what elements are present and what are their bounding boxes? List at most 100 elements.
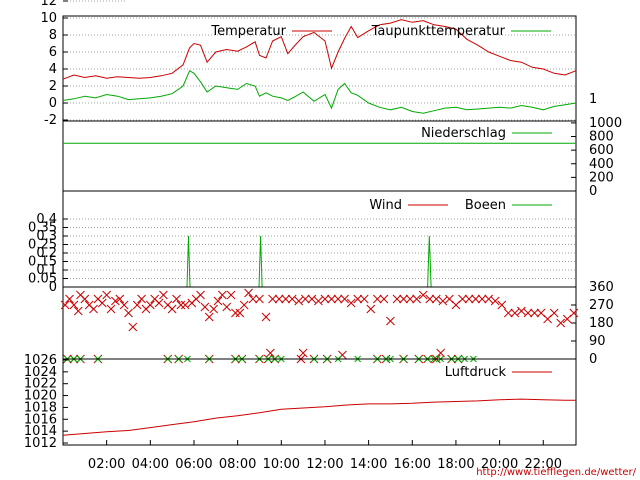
direction-marker xyxy=(213,296,223,306)
direction-marker xyxy=(281,294,291,304)
x-tick-label: 12:00 xyxy=(306,457,343,472)
direction-marker xyxy=(111,296,120,306)
direction-marker xyxy=(366,304,376,314)
direction-marker xyxy=(73,306,83,316)
direction-marker xyxy=(359,294,369,304)
direction-marker xyxy=(392,294,402,304)
y-tick-label: 0 xyxy=(589,184,597,199)
direction-marker xyxy=(320,294,330,304)
direction-marker xyxy=(244,288,253,298)
direction-marker xyxy=(154,298,164,308)
y-tick-label: 800 xyxy=(589,130,614,145)
direction-marker xyxy=(294,296,304,306)
y-tick-label: 0 xyxy=(49,280,57,295)
direction-marker xyxy=(300,294,310,304)
direction-marker xyxy=(222,302,232,312)
legend-label: Wind xyxy=(369,198,402,213)
direction-marker xyxy=(298,348,308,358)
y-tick-label: 0.4 xyxy=(36,212,57,227)
y-tick-label: 4 xyxy=(49,62,57,77)
direction-marker xyxy=(438,296,448,306)
direction-marker xyxy=(80,294,90,304)
y-tick-label: 0.35 xyxy=(28,221,57,236)
direction-marker xyxy=(314,296,323,306)
direction-marker xyxy=(431,294,441,304)
direction-marker xyxy=(517,306,526,316)
y-tick-label: 1014 xyxy=(24,424,57,439)
y-tick-label: 1022 xyxy=(24,377,57,392)
pressure-panel xyxy=(62,358,577,446)
y-tick-label: 0.3 xyxy=(36,229,57,244)
direction-marker xyxy=(84,300,94,310)
direction-marker xyxy=(353,294,363,304)
y-tick-label: 180 xyxy=(589,316,614,331)
y-tick-label: 600 xyxy=(589,143,614,158)
direction-marker xyxy=(346,298,356,308)
direction-marker xyxy=(172,294,181,304)
direction-marker xyxy=(137,294,146,304)
direction-marker xyxy=(235,308,245,318)
legend-label: Taupunkttemperatur xyxy=(371,24,506,39)
temperature-line xyxy=(62,19,577,80)
x-tick-label: 08:00 xyxy=(219,457,256,472)
direction-marker xyxy=(307,294,317,304)
y-tick-label: 10 xyxy=(40,11,57,26)
direction-marker xyxy=(60,300,70,310)
dewpoint-line xyxy=(62,69,577,114)
direction-marker xyxy=(159,290,168,300)
direction-marker xyxy=(124,308,133,318)
x-tick-label: 18:00 xyxy=(437,457,474,472)
direction-marker xyxy=(274,294,284,304)
direction-marker xyxy=(333,294,343,304)
direction-marker xyxy=(106,304,116,314)
direction-marker xyxy=(255,294,264,304)
direction-marker xyxy=(458,294,467,304)
direction-marker xyxy=(266,348,275,358)
y-tick-label: 400 xyxy=(589,157,614,172)
y-tick-label: 1000 xyxy=(589,116,622,131)
direction-marker xyxy=(405,294,415,304)
direction-marker xyxy=(261,312,271,322)
x-tick-label: 22:00 xyxy=(525,457,562,472)
pressure-line xyxy=(62,398,576,436)
direction-marker xyxy=(176,300,186,310)
y-tick-label: 0.2 xyxy=(36,246,57,261)
y-tick-label: 0.05 xyxy=(28,272,57,287)
direction-marker xyxy=(386,316,395,326)
direction-marker xyxy=(445,294,454,304)
legend-label: Boeen xyxy=(465,198,506,213)
direction-marker xyxy=(248,294,258,304)
direction-marker xyxy=(69,300,79,310)
direction-marker xyxy=(180,300,190,310)
direction-marker xyxy=(399,294,408,304)
source-url: http://www.tiefflegen.de/wetter/ xyxy=(476,467,636,478)
y-tick-label: 0 xyxy=(49,96,57,111)
direction-marker xyxy=(145,300,155,310)
y-tick-label: 0.25 xyxy=(28,238,57,253)
y-tick-label: 200 xyxy=(589,170,614,185)
gust-line xyxy=(63,235,576,288)
direction-marker xyxy=(196,290,205,300)
direction-marker xyxy=(471,294,480,304)
direction-marker xyxy=(510,308,520,318)
direction-marker xyxy=(412,294,421,304)
y-tick-label: 1012 xyxy=(24,436,57,451)
direction-marker xyxy=(76,290,85,300)
direction-marker xyxy=(530,308,539,318)
direction-marker xyxy=(569,308,579,318)
direction-marker xyxy=(239,300,249,310)
direction-marker xyxy=(484,294,494,304)
direction-marker xyxy=(425,294,435,304)
direction-marker xyxy=(167,304,177,314)
direction-marker xyxy=(163,300,173,310)
direction-marker xyxy=(372,294,382,304)
direction-marker xyxy=(93,294,103,304)
y-tick-label: -2 xyxy=(44,113,57,128)
direction-marker xyxy=(97,298,107,308)
direction-marker xyxy=(128,322,138,332)
direction-marker xyxy=(119,300,129,310)
direction-marker xyxy=(150,294,160,304)
direction-marker xyxy=(226,290,236,300)
y-tick-label: 12 xyxy=(40,0,57,9)
